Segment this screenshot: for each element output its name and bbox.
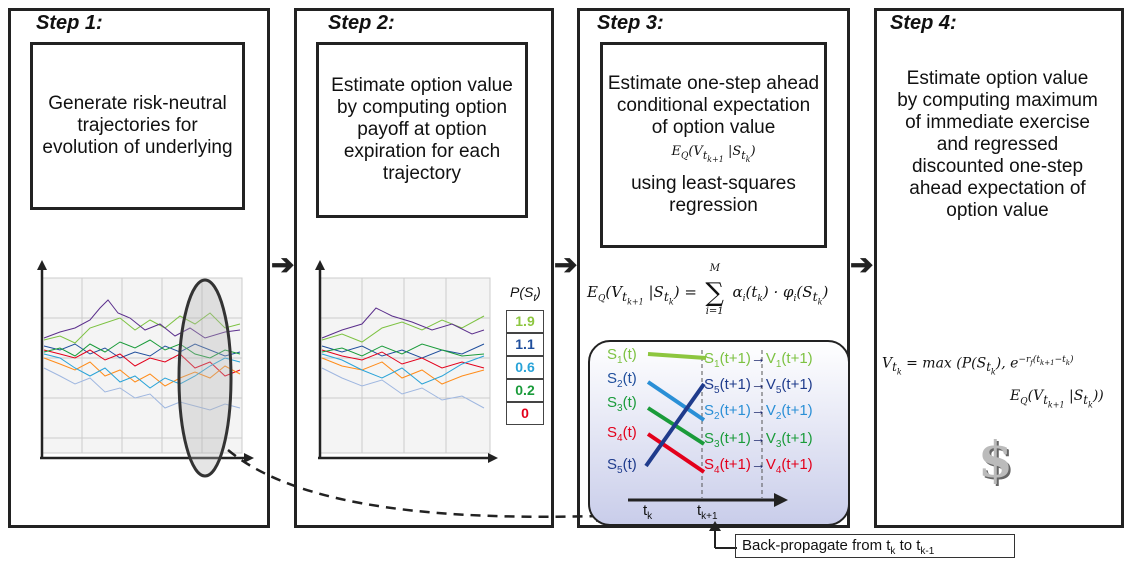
step-4-description-text: Estimate option value by computing maxim…	[897, 68, 1098, 221]
payoff-value: 0.2	[506, 379, 544, 402]
dollar-icon: $	[978, 430, 1013, 489]
step-4-title: Step 4:	[890, 12, 957, 34]
mapping-right-label: S5(t+1)→V5(t+1)	[704, 376, 813, 396]
step-3-description: Estimate one-step ahead conditional expe…	[600, 42, 827, 248]
mapping-left-label: S5(t)	[607, 456, 637, 476]
sum-lower-limit: i=1	[705, 306, 724, 317]
step-3-title: Step 3:	[597, 12, 664, 34]
trajectory-line	[43, 339, 241, 359]
step-1-trajectory-chart	[37, 260, 254, 478]
step-1-description-text: Generate risk-neutral trajectories for e…	[42, 93, 233, 158]
back-propagate-arrow	[709, 521, 737, 549]
trajectory-line	[43, 299, 241, 339]
mapping-right-label: S4(t+1)→V4(t+1)	[704, 456, 813, 476]
step-4-description: Estimate option value by computing maxim…	[895, 68, 1100, 222]
step-3-description-text-2: using least-squares regression	[631, 172, 796, 216]
trajectory-line	[321, 307, 485, 339]
payoff-value: 1.1	[506, 333, 544, 356]
arrow-step3-step4-icon: ➔	[850, 249, 874, 280]
back-propagate-label: Back-propagate from tk to tk-1	[735, 534, 1015, 558]
mapping-left-label: S4(t)	[607, 424, 637, 444]
mapping-right-label: S1(t+1)→V1(t+1)	[704, 350, 813, 370]
step-3-conditional-expectation: EQ(Vtk+1 |Stk)	[671, 144, 756, 164]
payoff-title: P(St)	[510, 284, 541, 304]
option-value-formula: Vtk = max (P(Stk), e−rf(tk+1−tk)	[882, 355, 1074, 377]
trajectory-line	[43, 343, 241, 359]
step-2-description-text: Estimate option value by computing optio…	[331, 75, 513, 184]
step-2-description: Estimate option value by computing optio…	[316, 42, 528, 218]
trajectory-line	[43, 357, 241, 387]
mapping-right-label: S2(t+1)→V2(t+1)	[704, 402, 813, 422]
y-axis-arrowhead	[37, 260, 47, 270]
step-2-title: Step 2:	[328, 12, 395, 34]
step-3-description-text-1: Estimate one-step ahead conditional expe…	[607, 73, 820, 139]
trajectory-line	[321, 349, 485, 369]
arrow-step2-step3-icon: ➔	[554, 249, 578, 280]
trajectory-line	[43, 353, 241, 389]
payoff-value: 0.6	[506, 356, 544, 379]
mapping-left-label: S2(t)	[607, 370, 637, 390]
x-axis-arrowhead	[244, 453, 254, 463]
trajectory-line	[321, 343, 485, 359]
step-1-title: Step 1:	[36, 12, 103, 34]
sum-icon: ∑	[705, 278, 724, 308]
trajectory-line	[321, 367, 485, 409]
trajectory-line	[43, 367, 241, 411]
arrow-step1-step2-icon: ➔	[271, 249, 295, 280]
mapping-left-label: S3(t)	[607, 394, 637, 414]
trajectory-line	[43, 312, 241, 344]
trajectory-line	[321, 353, 485, 385]
tk1-label: tk+1	[697, 502, 718, 522]
tk-label: tk	[643, 502, 653, 522]
mapping-lines	[628, 350, 788, 507]
trajectory-line	[43, 349, 241, 377]
step-4-panel	[874, 8, 1124, 528]
regression-formula: EQ(Vtk+1 |Stk) = M ∑ i=1 αi(tk) · φi(Stk…	[587, 263, 829, 317]
step-1-description: Generate risk-neutral trajectories for e…	[30, 42, 245, 210]
expiration-highlight-ellipse	[177, 278, 233, 478]
mapping-left-label: S1(t)	[607, 346, 637, 366]
regression-mapping-box	[588, 340, 850, 526]
step-2-trajectory-chart	[315, 260, 498, 463]
trajectory-line	[321, 357, 485, 385]
sum-upper-limit: M	[709, 263, 720, 274]
payoff-value: 0	[506, 402, 544, 425]
trajectory-line	[321, 343, 485, 357]
payoff-value: 1.9	[506, 310, 544, 333]
option-value-formula-line2: EQ(Vtk+1 |Stk))	[1010, 388, 1104, 410]
mapping-right-label: S3(t+1)→V3(t+1)	[704, 430, 813, 450]
